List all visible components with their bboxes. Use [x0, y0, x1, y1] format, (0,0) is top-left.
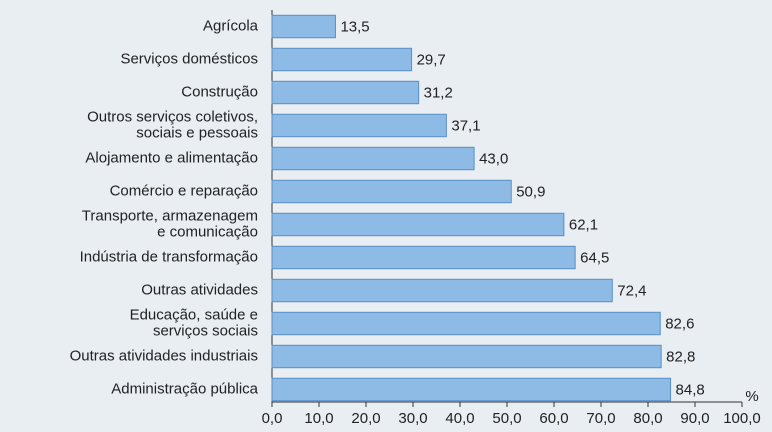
y-tick-label: Construção: [181, 83, 258, 100]
bar: [271, 245, 576, 270]
value-label: 31,2: [424, 84, 453, 101]
x-tick-label: 70,0: [586, 410, 615, 427]
value-label: 82,8: [666, 348, 695, 365]
value-label: 64,5: [580, 249, 609, 266]
value-label: 84,8: [676, 381, 705, 398]
bar: [271, 212, 565, 237]
y-tick-label: Comércio e reparação: [110, 182, 258, 199]
x-tick-label: 60,0: [539, 410, 568, 427]
bar: [271, 311, 661, 336]
value-label: 82,6: [665, 315, 694, 332]
value-label: 37,1: [451, 117, 480, 134]
x-tick-label: 90,0: [680, 410, 709, 427]
y-tick-label: Alojamento e alimentação: [85, 149, 258, 166]
bar: [271, 113, 447, 138]
y-tick-label: Educação, saúde e serviços sociais: [130, 306, 258, 339]
value-label: 43,0: [479, 150, 508, 167]
bar: [271, 179, 512, 204]
bar: [271, 377, 672, 402]
value-label: 72,4: [617, 282, 646, 299]
bar: [271, 80, 420, 105]
y-tick-label: Outras atividades: [141, 281, 258, 298]
y-tick-label: Outros serviços coletivos, sociais e pess…: [87, 108, 258, 141]
bar: [271, 278, 613, 303]
x-tick-label: 100,0: [723, 410, 761, 427]
x-tick-label: 0,0: [262, 410, 283, 427]
x-tick-label: 20,0: [351, 410, 380, 427]
bar: [271, 14, 336, 39]
x-tick-label: 80,0: [633, 410, 662, 427]
x-tick-label: 30,0: [398, 410, 427, 427]
bar: [271, 146, 475, 171]
bar: [271, 344, 662, 369]
value-label: 13,5: [340, 18, 369, 35]
x-tick-label: 40,0: [445, 410, 474, 427]
y-tick-label: Serviços domésticos: [120, 50, 258, 67]
x-tick-label: 50,0: [492, 410, 521, 427]
y-tick-label: Indústria de transformação: [80, 248, 258, 265]
y-tick-label: Outras atividades industriais: [70, 347, 258, 364]
y-tick-label: Administração pública: [111, 380, 258, 397]
x-tick-label: 10,0: [304, 410, 333, 427]
x-axis-label: %: [745, 388, 758, 405]
value-label: 50,9: [516, 183, 545, 200]
bar: [271, 47, 413, 72]
y-tick-label: Transporte, armazenagem e comunicação: [82, 207, 258, 240]
y-tick-label: Agrícola: [203, 17, 259, 34]
value-label: 29,7: [417, 51, 446, 68]
value-label: 62,1: [569, 216, 598, 233]
